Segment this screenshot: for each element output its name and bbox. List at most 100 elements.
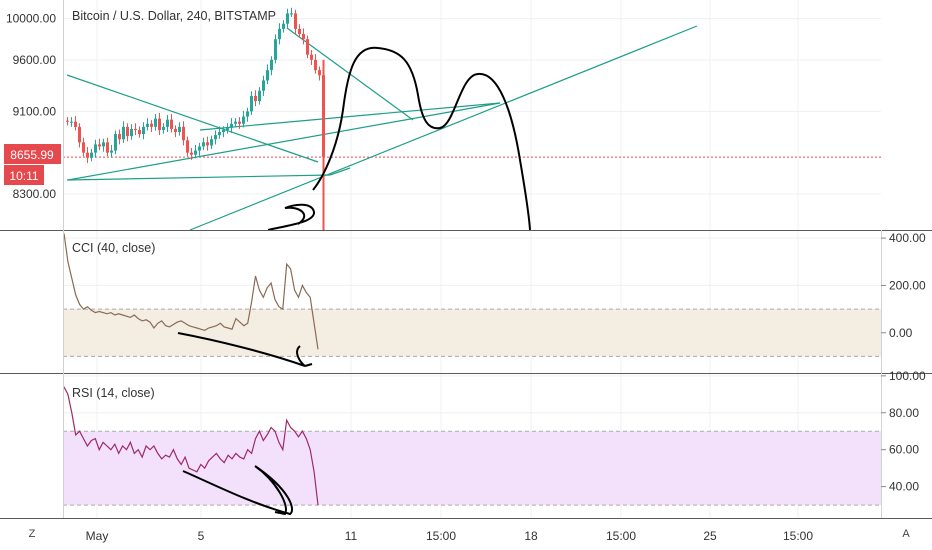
rsi-divergence-arrow[interactable] [182, 465, 294, 516]
trendline[interactable] [329, 167, 351, 176]
candle-body [254, 95, 257, 102]
rsi-axis-label: 80.00 [889, 406, 919, 420]
main-pane-bg [63, 0, 881, 230]
candle-body [286, 13, 289, 24]
trendline[interactable] [189, 25, 698, 231]
last-price-label: 8655.99 [10, 148, 54, 162]
forecast-loop[interactable] [267, 203, 315, 231]
time-axis-label: 5 [198, 529, 205, 543]
candle-body [78, 126, 81, 143]
time-axis-label: 15:00 [426, 529, 456, 543]
candle-body [310, 54, 313, 60]
candle-body [222, 129, 225, 133]
candle-body [314, 59, 317, 71]
candle-body [106, 142, 109, 153]
candle-body [258, 90, 261, 102]
candle-body [134, 128, 137, 130]
cci-axis-label: 200.00 [889, 278, 926, 292]
candle-body [146, 123, 149, 127]
candle-body [226, 127, 229, 130]
candle-body [110, 150, 113, 153]
cci-axis-label: 400.00 [889, 231, 926, 245]
price-axis-label: 9100.00 [13, 104, 57, 118]
candle-body [142, 126, 145, 135]
price-axis-label: 9600.00 [13, 53, 57, 67]
grid-layer [63, 0, 881, 518]
candle-body [154, 118, 157, 127]
cci-axis-label: 0.00 [889, 326, 913, 340]
candle-body [202, 142, 205, 147]
time-axis-label: May [86, 529, 109, 543]
candle-body [158, 118, 161, 130]
candle-body [234, 121, 237, 124]
forecast-curve[interactable] [312, 46, 531, 231]
candle-body [210, 139, 213, 146]
candle-body [70, 121, 73, 123]
candle-body [194, 150, 197, 155]
trendline[interactable] [66, 174, 331, 181]
rsi-axis-label: 60.00 [889, 443, 919, 457]
candle-body [298, 28, 301, 35]
countdown-tag [4, 165, 44, 185]
candle-body [198, 146, 201, 151]
zoom-icon: Z [28, 528, 36, 540]
candle-body [290, 13, 293, 15]
candle-body [250, 95, 253, 112]
trendline[interactable] [199, 102, 501, 131]
indicator-layer [63, 233, 319, 506]
cci-band [63, 309, 881, 357]
candle-body [238, 121, 241, 124]
drawing-layer[interactable] [177, 46, 531, 516]
candle-body [306, 39, 309, 55]
time-axis-label: 25 [703, 529, 717, 543]
candle-body [302, 34, 305, 40]
candle-body [118, 134, 121, 140]
rsi-axis-label: 40.00 [889, 480, 919, 494]
bands-layer [63, 308, 881, 506]
candle-body [262, 80, 265, 91]
candle-body [294, 13, 297, 29]
candle-body [138, 129, 141, 135]
time-axis-label: 15:00 [783, 529, 813, 543]
auto-scale-left-button[interactable]: Z [22, 525, 42, 543]
candle-body [246, 111, 249, 117]
candle-body [214, 135, 217, 140]
candle-body [94, 144, 97, 153]
candle-body [274, 39, 277, 60]
candle-body [170, 119, 173, 129]
candle-body [318, 70, 321, 76]
auto-scale-right-button[interactable]: A [896, 525, 916, 543]
price-axis-label: 8300.00 [13, 187, 57, 201]
candle-body [266, 70, 269, 81]
candle-body [178, 126, 181, 133]
rsi-band [63, 431, 881, 506]
candle-body [242, 116, 245, 124]
candle-body [86, 152, 89, 158]
last-price-tag [4, 144, 61, 164]
axes-layer[interactable]: May 5 11 15:00 18 15:00 25 15:00 10000.00 9600.00… [6, 12, 926, 543]
countdown-label: 10:11 [9, 169, 38, 183]
cci-divergence-arrow[interactable] [177, 332, 313, 367]
candle-body [230, 123, 233, 128]
time-axis-label: 11 [345, 529, 358, 543]
candle-body [122, 126, 125, 140]
candle-body [278, 28, 281, 40]
main-chart-title: Bitcoin / U.S. Dollar, 240, BITSTAMP [72, 9, 276, 23]
trendline[interactable] [66, 74, 319, 163]
candle-body [82, 142, 85, 153]
candle-body [90, 152, 93, 158]
candle-body [282, 23, 285, 29]
candle-body [126, 126, 129, 137]
time-axis-label: 18 [524, 529, 538, 543]
auto-icon: A [902, 528, 910, 540]
candle-body [182, 126, 185, 141]
candle-body [270, 59, 273, 71]
candle-body [174, 128, 177, 133]
rsi-axis-label: 100.00 [889, 369, 926, 383]
candle-body [102, 142, 105, 147]
candle-body [186, 140, 189, 153]
candle-body [74, 121, 77, 127]
trendline[interactable] [67, 102, 501, 181]
candle-body [166, 119, 169, 127]
